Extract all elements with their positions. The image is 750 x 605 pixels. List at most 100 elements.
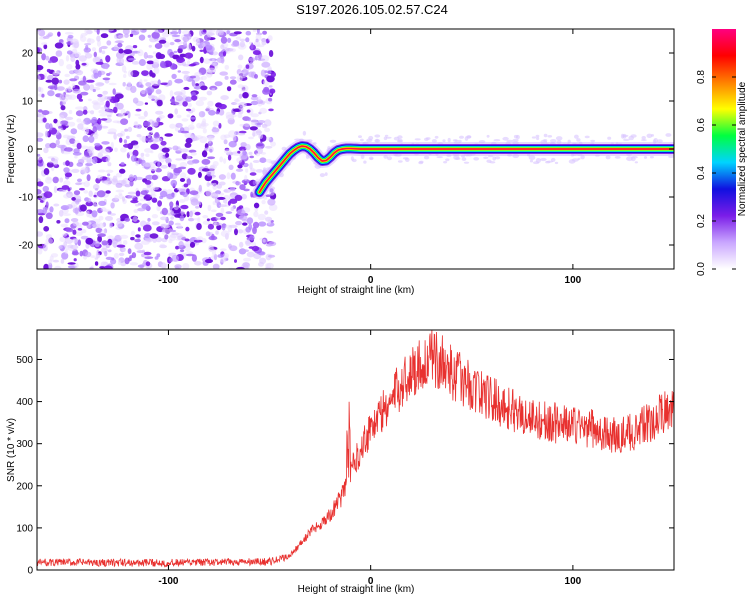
- spectrogram-x-label: Height of straight line (km): [298, 285, 415, 296]
- noise-blob: [69, 138, 76, 144]
- noise-blob: [228, 164, 234, 170]
- noise-blob: [207, 174, 212, 177]
- noise-blob: [82, 135, 89, 143]
- noise-blob: [245, 64, 250, 69]
- noise-blob: [41, 93, 45, 98]
- spectrogram-ridge: [252, 139, 674, 200]
- colorbar-gradient: [712, 29, 736, 269]
- noise-blob: [215, 217, 222, 221]
- noise-blob: [117, 34, 125, 39]
- noise-blob: [55, 139, 60, 146]
- noise-blob: [75, 182, 82, 186]
- noise-blob: [122, 29, 130, 35]
- noise-blob: [47, 85, 56, 89]
- noise-blob: [108, 128, 117, 134]
- noise-blob: [120, 108, 126, 116]
- noise-blob: [257, 96, 261, 101]
- noise-blob: [180, 208, 185, 216]
- ridge-halo-blob: [643, 156, 648, 159]
- noise-blob: [224, 64, 230, 70]
- noise-blob: [130, 236, 135, 241]
- ridge-halo-blob: [547, 135, 553, 138]
- noise-blob: [96, 174, 103, 180]
- noise-blob: [161, 263, 169, 268]
- noise-blob: [220, 95, 229, 101]
- noise-blob: [85, 237, 94, 245]
- ridge-halo-blob: [543, 139, 548, 142]
- noise-blob: [168, 220, 174, 226]
- noise-blob: [41, 42, 48, 46]
- noise-blob: [64, 147, 73, 153]
- noise-blob: [169, 90, 174, 98]
- noise-blob: [56, 86, 65, 91]
- noise-blob: [218, 174, 226, 180]
- noise-blob: [244, 174, 248, 181]
- noise-blob: [201, 168, 210, 172]
- noise-blob: [223, 134, 231, 139]
- noise-blob: [72, 229, 77, 235]
- noise-blob: [239, 38, 246, 42]
- noise-blob: [52, 70, 60, 76]
- noise-blob: [156, 99, 163, 107]
- noise-blob: [100, 261, 109, 267]
- noise-blob: [48, 60, 52, 64]
- noise-blob: [220, 216, 226, 221]
- noise-blob: [52, 259, 60, 263]
- noise-blob: [104, 96, 112, 100]
- noise-blob: [261, 199, 266, 205]
- noise-blob: [248, 57, 256, 62]
- noise-blob: [205, 189, 213, 197]
- noise-blob: [74, 155, 78, 159]
- ridge-halo-blob: [550, 139, 557, 143]
- noise-blob: [246, 251, 255, 258]
- noise-blob: [252, 180, 257, 186]
- ridge-halo-blob: [436, 156, 444, 159]
- ridge-halo-blob: [443, 161, 448, 164]
- noise-blob: [220, 44, 225, 50]
- noise-blob: [205, 258, 213, 264]
- noise-blob: [123, 49, 133, 55]
- noise-blob: [160, 60, 166, 68]
- noise-blob: [237, 113, 243, 119]
- noise-blob: [100, 45, 108, 50]
- noise-blob: [208, 29, 216, 34]
- noise-blob: [118, 192, 123, 196]
- noise-blob: [236, 209, 246, 216]
- noise-blob: [227, 200, 231, 206]
- ridge-halo-blob: [442, 139, 446, 143]
- noise-blob: [49, 142, 57, 149]
- noise-blob: [183, 86, 190, 90]
- noise-blob: [86, 174, 91, 182]
- noise-blob: [220, 230, 230, 237]
- ridge-halo-blob: [584, 135, 590, 139]
- noise-blob: [187, 102, 192, 108]
- noise-blob: [187, 160, 195, 165]
- noise-blob: [211, 127, 220, 133]
- noise-blob: [154, 43, 163, 49]
- noise-blob: [101, 141, 110, 145]
- noise-blob: [141, 240, 150, 245]
- noise-blob: [164, 133, 173, 137]
- noise-blob: [143, 251, 152, 256]
- noise-blob: [150, 143, 159, 150]
- noise-blob: [120, 218, 125, 222]
- noise-blob: [102, 209, 111, 212]
- noise-blob: [139, 156, 145, 160]
- noise-blob: [127, 70, 134, 78]
- noise-blob: [45, 201, 49, 209]
- noise-blob: [65, 116, 74, 121]
- ridge-halo-blob: [466, 135, 472, 139]
- noise-blob: [170, 164, 177, 170]
- noise-blob: [120, 147, 127, 153]
- noise-blob: [115, 40, 124, 44]
- noise-blob: [174, 99, 184, 107]
- noise-blob: [153, 67, 160, 75]
- noise-blob: [192, 36, 200, 43]
- noise-blob: [138, 34, 146, 41]
- noise-blob: [127, 248, 132, 255]
- noise-blob: [90, 255, 96, 258]
- noise-blob: [80, 91, 89, 96]
- noise-blob: [248, 151, 253, 155]
- noise-blob: [63, 194, 71, 199]
